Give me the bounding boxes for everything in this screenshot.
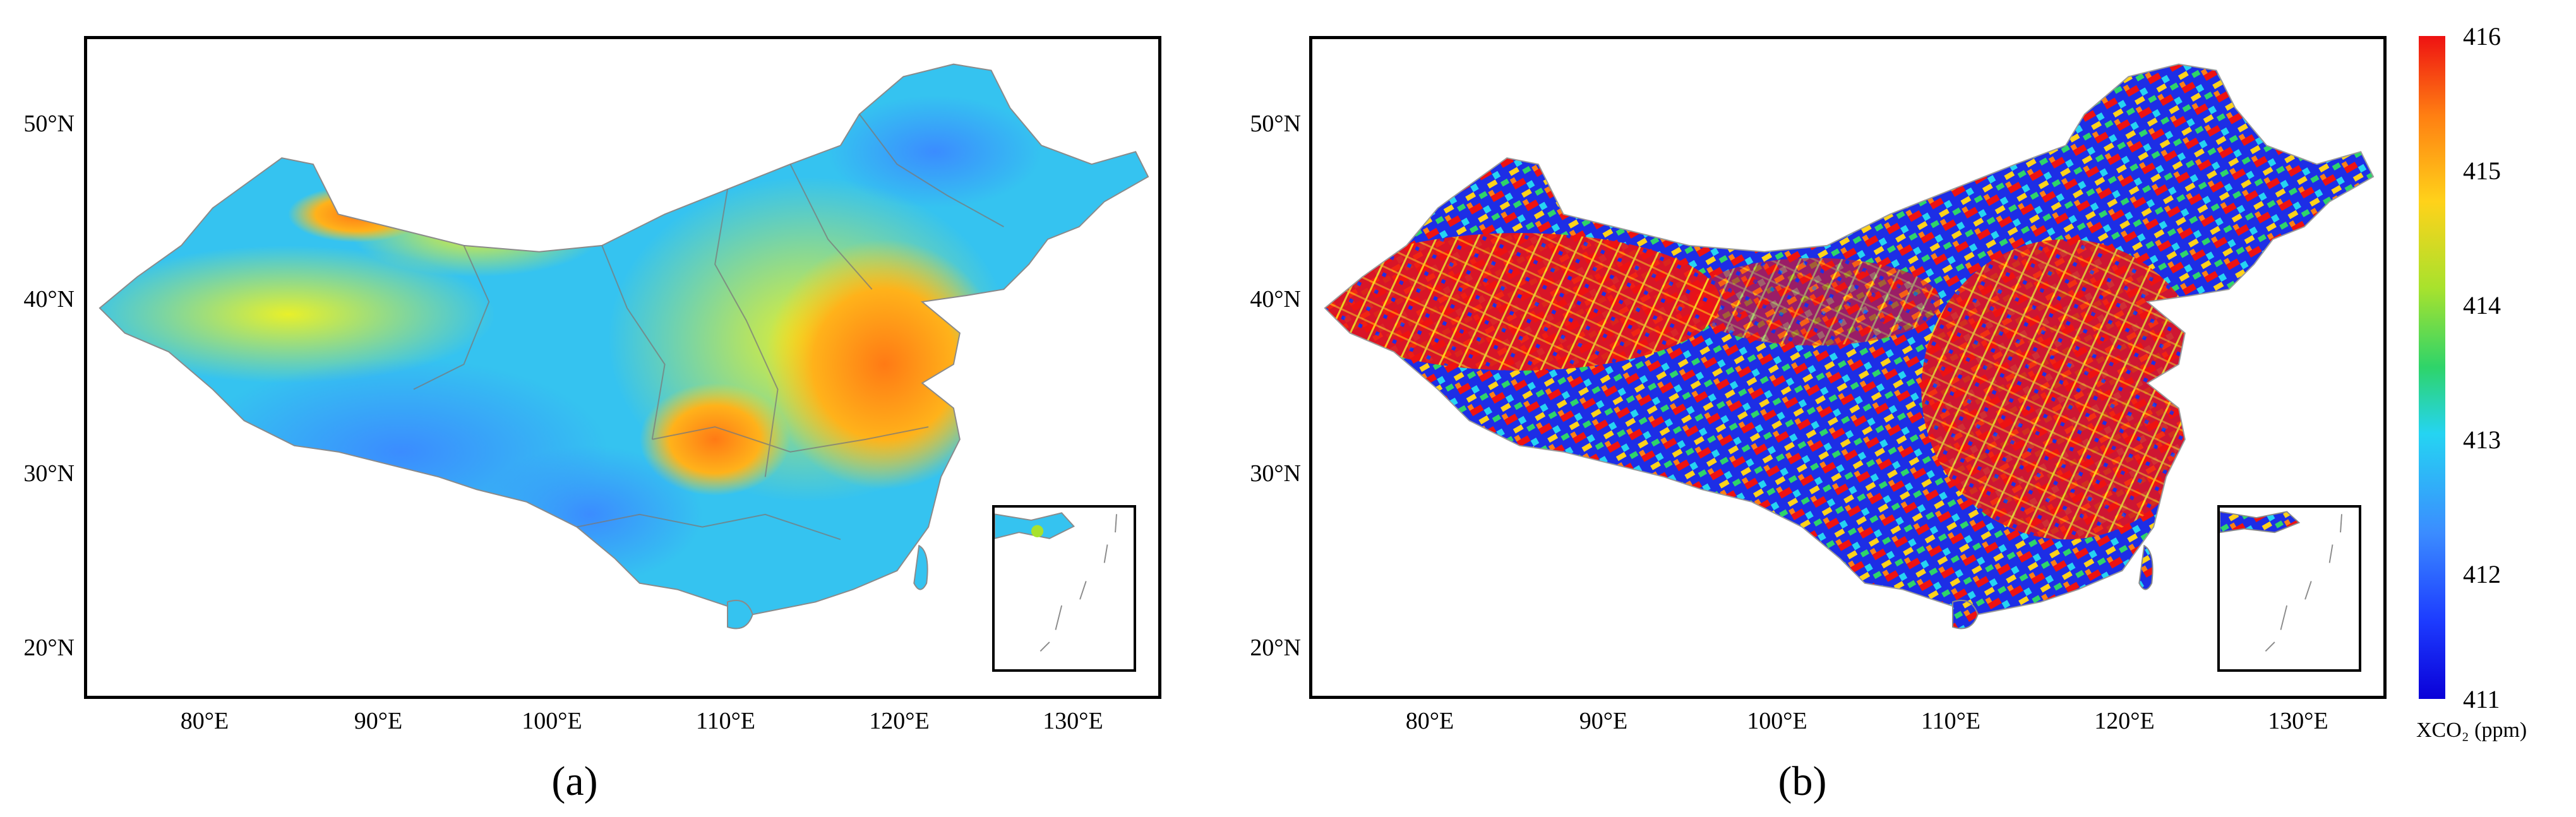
panel-caption: (b) bbox=[1778, 758, 1827, 804]
x-tick-label: 80°E bbox=[1405, 708, 1454, 734]
y-tick-label: 30°N bbox=[23, 460, 75, 487]
x-tick-label: 110°E bbox=[1921, 708, 1980, 734]
panel-caption: (a) bbox=[551, 758, 598, 804]
south-china-sea-inset bbox=[2217, 505, 2361, 672]
colorbar-tick-label: 416 bbox=[2463, 22, 2501, 51]
y-tick-label: 50°N bbox=[23, 110, 75, 137]
x-tick-label: 100°E bbox=[522, 708, 582, 734]
xco2-smooth-map bbox=[99, 63, 1149, 629]
x-tick-label: 100°E bbox=[1747, 708, 1807, 734]
x-tick-label: 90°E bbox=[354, 708, 403, 734]
x-tick-label: 130°E bbox=[1043, 708, 1103, 734]
y-tick-label: 40°N bbox=[23, 286, 75, 313]
x-tick-label: 90°E bbox=[1579, 708, 1628, 734]
y-tick-label: 20°N bbox=[1250, 635, 1301, 661]
x-tick-label: 110°E bbox=[696, 708, 755, 734]
map-panel-a bbox=[84, 36, 1161, 699]
x-tick-label: 130°E bbox=[2268, 708, 2328, 734]
x-tick-label: 120°E bbox=[869, 708, 930, 734]
x-tick-label: 80°E bbox=[180, 708, 229, 734]
colorbar-tick-label: 414 bbox=[2463, 291, 2501, 319]
map-panel-b bbox=[1309, 36, 2387, 699]
colorbar-tick-label: 411 bbox=[2463, 685, 2500, 713]
y-tick-label: 20°N bbox=[23, 635, 75, 661]
colorbar-tick-label: 412 bbox=[2463, 560, 2501, 588]
south-china-sea-inset bbox=[992, 505, 1136, 672]
x-tick-label: 120°E bbox=[2094, 708, 2155, 734]
y-tick-label: 50°N bbox=[1250, 110, 1301, 137]
colorbar-title: XCO₂ (ppm) bbox=[2416, 719, 2527, 742]
y-tick-label: 30°N bbox=[1250, 460, 1301, 487]
y-tick-label: 40°N bbox=[1250, 286, 1301, 313]
colorbar bbox=[2419, 36, 2445, 699]
colorbar-tick-label: 415 bbox=[2463, 157, 2501, 185]
xco2-retrieval-map bbox=[1324, 63, 2375, 629]
colorbar-tick-label: 413 bbox=[2463, 426, 2501, 454]
